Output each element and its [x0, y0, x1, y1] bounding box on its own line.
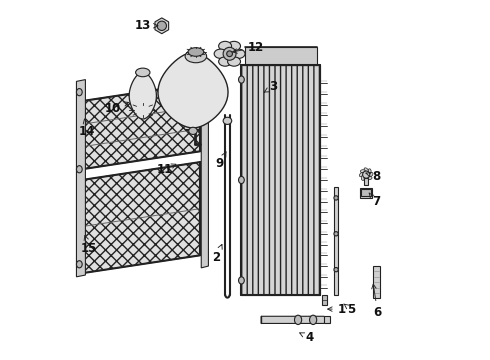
Ellipse shape	[363, 171, 370, 178]
Polygon shape	[129, 72, 156, 119]
Ellipse shape	[227, 51, 232, 57]
Text: 5: 5	[344, 303, 355, 316]
Ellipse shape	[157, 21, 167, 31]
Ellipse shape	[364, 168, 368, 172]
Text: 12: 12	[233, 41, 264, 54]
Ellipse shape	[228, 57, 241, 66]
Polygon shape	[82, 162, 200, 273]
Ellipse shape	[334, 267, 338, 272]
Polygon shape	[261, 316, 327, 323]
Bar	[334, 187, 338, 295]
Text: 8: 8	[366, 170, 380, 183]
Ellipse shape	[228, 41, 241, 51]
Polygon shape	[201, 89, 208, 268]
Ellipse shape	[214, 49, 227, 58]
Ellipse shape	[219, 57, 232, 66]
Text: 14: 14	[79, 119, 96, 138]
Ellipse shape	[239, 277, 245, 284]
Text: 10: 10	[104, 102, 128, 115]
Ellipse shape	[76, 166, 82, 173]
Ellipse shape	[369, 172, 373, 177]
Ellipse shape	[239, 76, 245, 83]
Ellipse shape	[360, 172, 364, 177]
Polygon shape	[158, 53, 228, 128]
Bar	[360, 188, 372, 198]
Bar	[322, 295, 327, 305]
Ellipse shape	[364, 177, 368, 181]
Ellipse shape	[223, 47, 236, 60]
Text: 6: 6	[372, 284, 382, 319]
Text: 2: 2	[212, 244, 222, 264]
Ellipse shape	[239, 176, 245, 184]
Ellipse shape	[189, 127, 197, 134]
Ellipse shape	[223, 117, 232, 125]
Ellipse shape	[310, 315, 317, 324]
Bar	[365, 178, 368, 185]
Text: 9: 9	[216, 152, 226, 170]
Ellipse shape	[136, 68, 150, 77]
Text: 1: 1	[328, 303, 346, 316]
Ellipse shape	[294, 315, 302, 324]
Ellipse shape	[188, 48, 204, 56]
Ellipse shape	[76, 89, 82, 96]
Text: 15: 15	[81, 235, 97, 255]
Text: 11: 11	[156, 163, 176, 176]
Ellipse shape	[219, 41, 232, 51]
Text: 3: 3	[264, 80, 278, 93]
Bar	[373, 266, 380, 298]
Text: 7: 7	[369, 193, 380, 208]
Ellipse shape	[367, 176, 372, 180]
Bar	[242, 65, 320, 295]
Polygon shape	[76, 80, 85, 277]
Ellipse shape	[368, 169, 371, 174]
Bar	[324, 316, 330, 323]
Ellipse shape	[232, 49, 245, 58]
Ellipse shape	[185, 50, 207, 63]
Bar	[245, 47, 317, 65]
Bar	[361, 189, 371, 197]
Ellipse shape	[76, 261, 82, 268]
Ellipse shape	[361, 170, 366, 173]
Ellipse shape	[361, 175, 365, 180]
Polygon shape	[82, 83, 200, 169]
Text: 4: 4	[300, 331, 314, 344]
Ellipse shape	[334, 196, 338, 200]
Text: 13: 13	[135, 19, 158, 32]
Ellipse shape	[334, 231, 338, 236]
